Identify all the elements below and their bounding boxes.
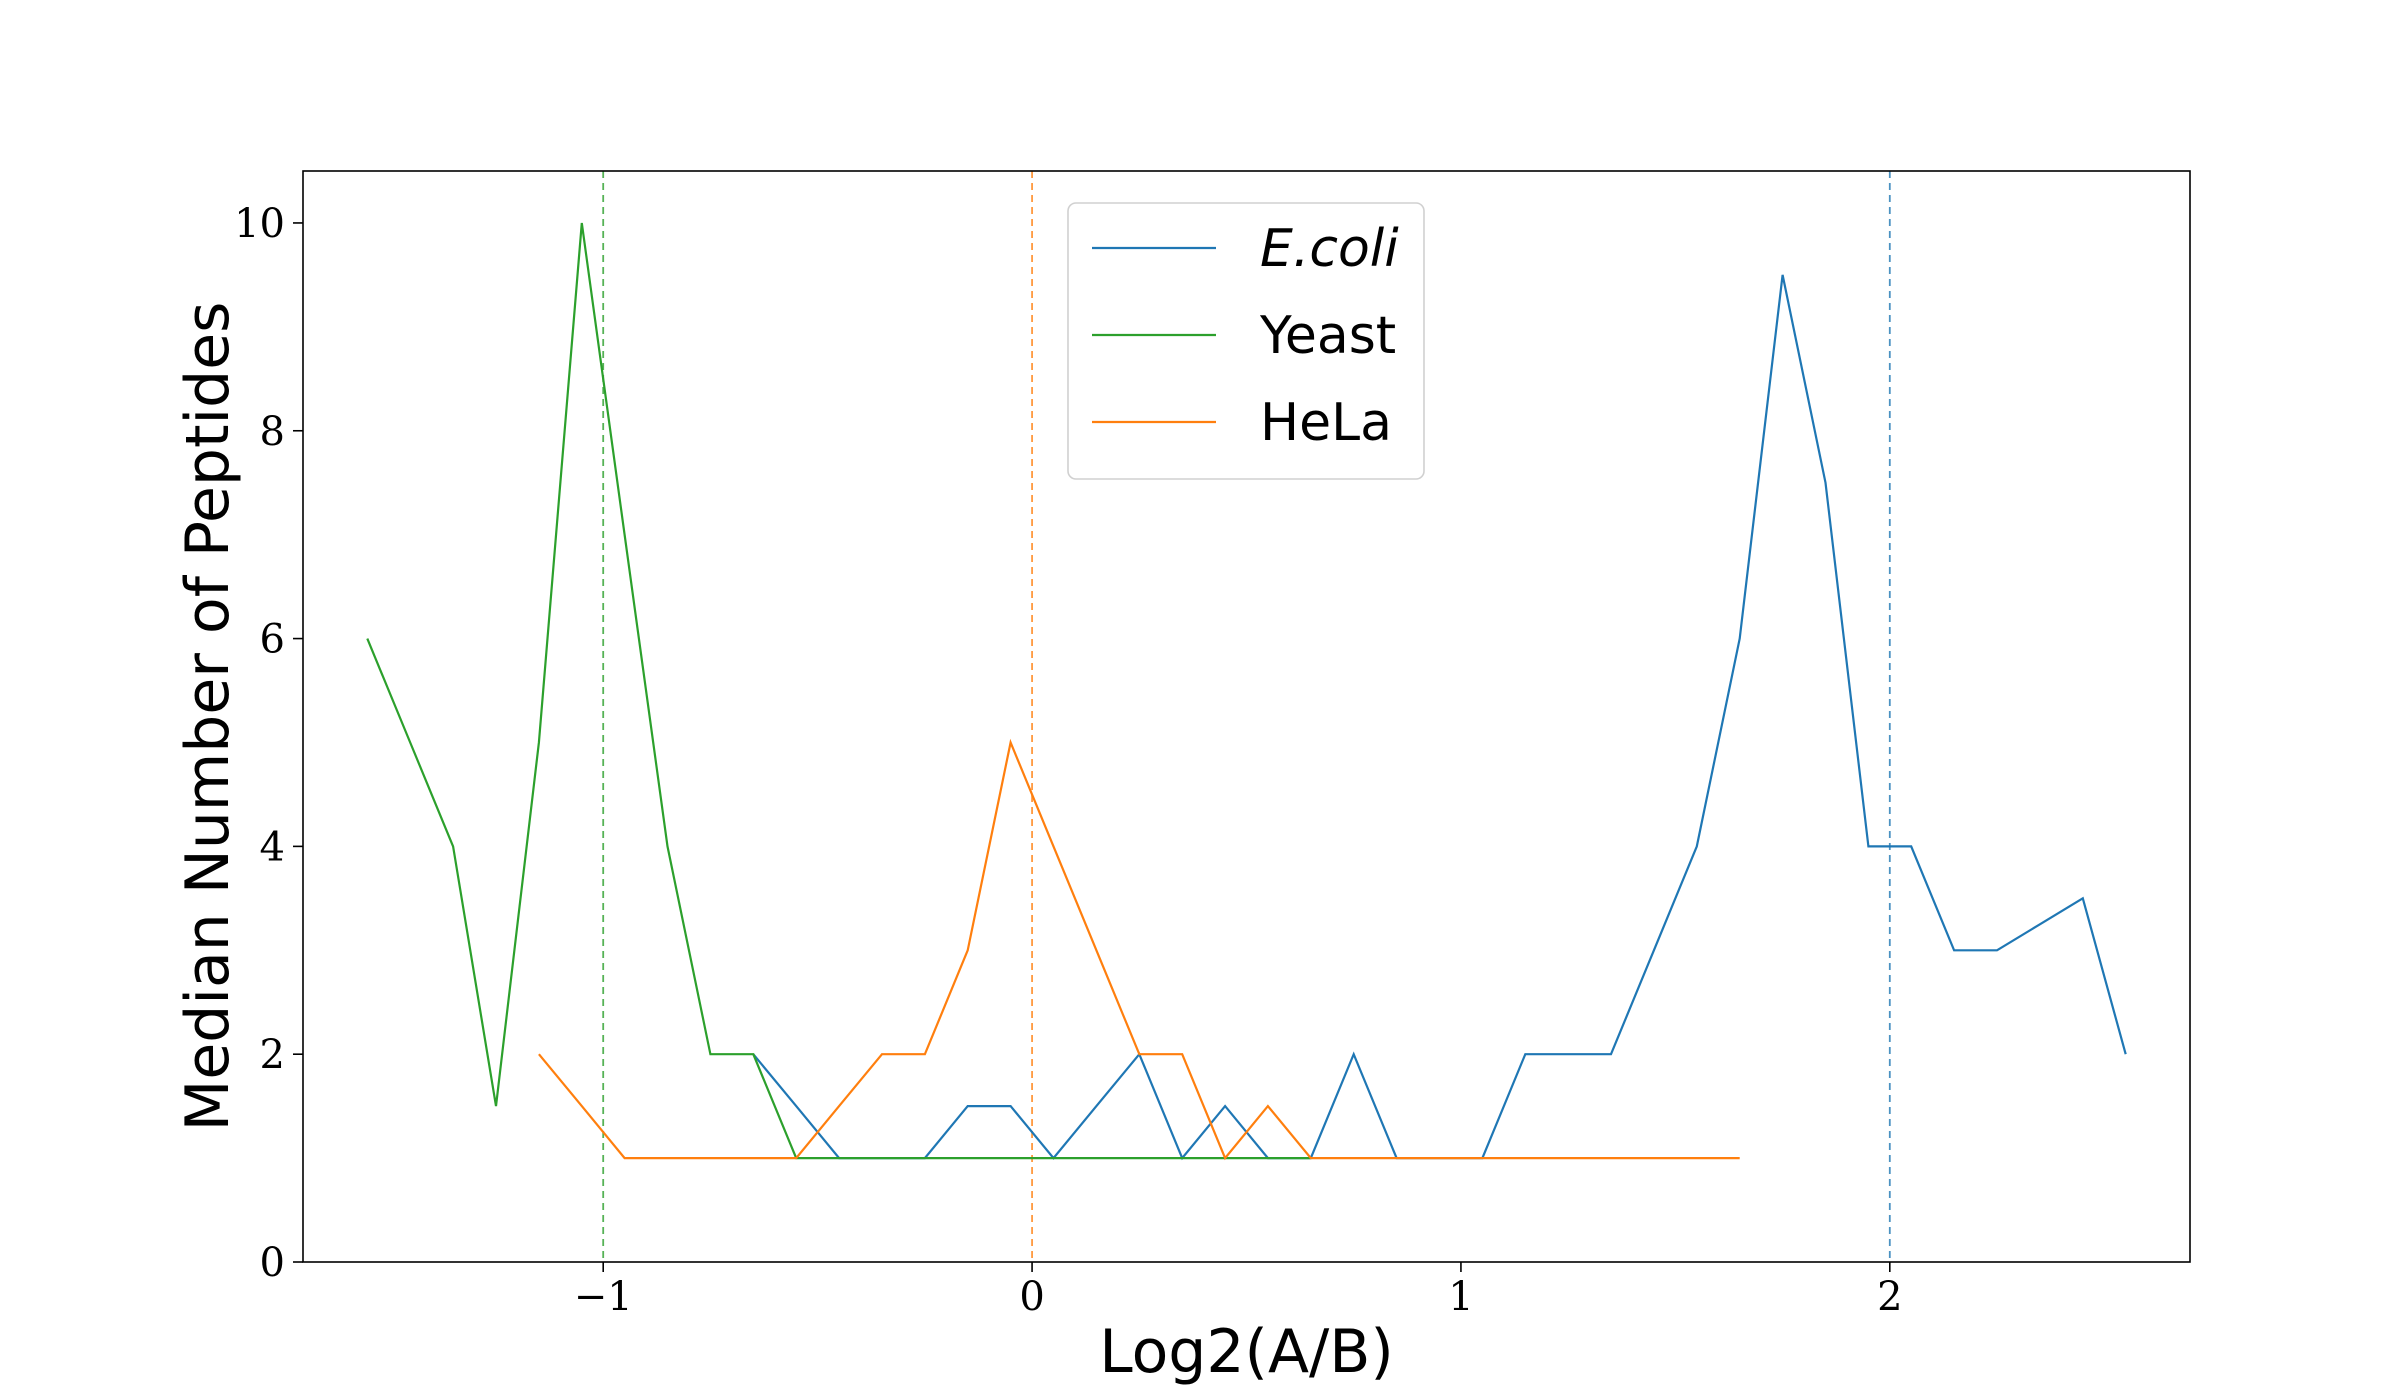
y-tick-label: 6 — [260, 617, 285, 663]
x-tick-label: −1 — [574, 1274, 633, 1320]
y-tick-label: 8 — [260, 409, 285, 455]
legend-label: HeLa — [1260, 393, 1392, 453]
plot-frame — [302, 170, 2191, 1263]
legend-label: E.coli — [1260, 219, 1399, 279]
series-lines — [366, 222, 2127, 1161]
legend-label: Yeast — [1259, 306, 1396, 366]
x-tick-label: 1 — [1448, 1274, 1473, 1320]
legend-box — [1067, 202, 1425, 480]
x-axis-ticks: −1 0 1 2 — [574, 1262, 1903, 1320]
series-line-yeast — [366, 222, 1311, 1160]
y-tick-label: 10 — [234, 201, 285, 247]
x-axis-label: Log2(A/B) — [1099, 1317, 1394, 1387]
y-tick-label: 2 — [260, 1032, 285, 1078]
legend: E.coli Yeast HeLa — [1067, 202, 1425, 480]
series-line-e-coli — [752, 274, 2127, 1161]
reference-lines — [602, 171, 1891, 1262]
y-axis-ticks: 0 2 4 6 8 10 — [234, 201, 303, 1286]
y-tick-label: 4 — [260, 824, 285, 870]
y-axis-label: Median Number of Peptides — [173, 302, 243, 1132]
series-line-hela — [538, 738, 1740, 1161]
y-tick-label: 0 — [260, 1240, 285, 1286]
x-tick-label: 2 — [1877, 1274, 1902, 1320]
x-tick-label: 0 — [1019, 1274, 1044, 1320]
